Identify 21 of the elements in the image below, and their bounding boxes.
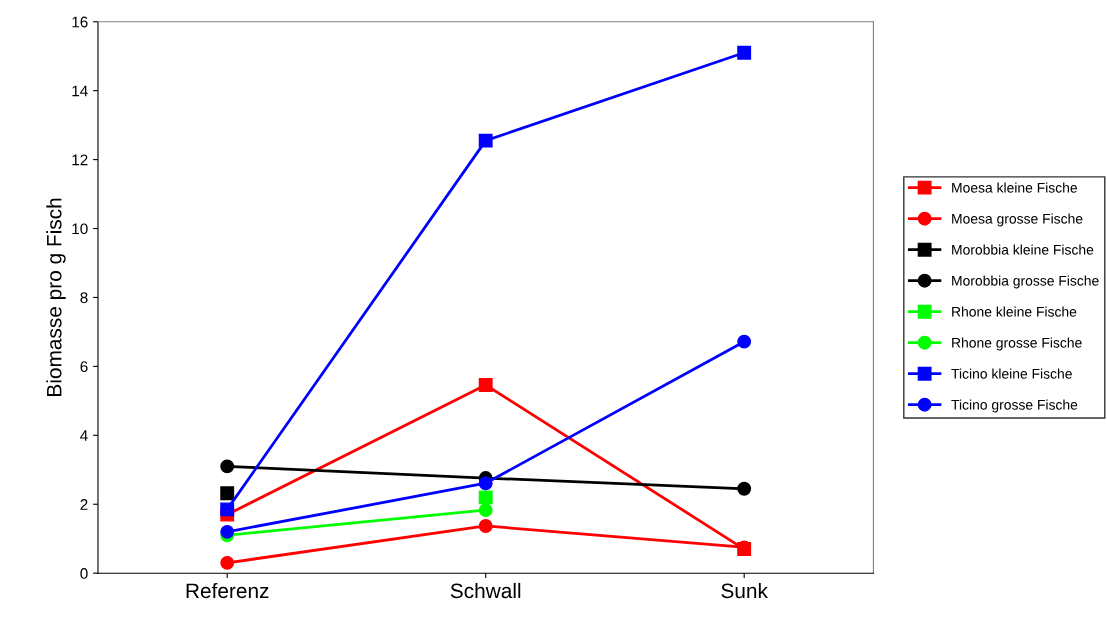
legend-label: Morobbia kleine Fische <box>952 244 1094 255</box>
legend-label: Moesa grosse Fische <box>952 213 1083 227</box>
y-tick-label: 4 <box>80 430 88 441</box>
y-tick-label: 0 <box>80 568 88 579</box>
y-tick-label: 14 <box>72 85 88 97</box>
y-tick-label: 8 <box>80 292 88 304</box>
legend-label: Ticino kleine Fische <box>951 368 1072 379</box>
y-tick-label: 12 <box>72 154 88 166</box>
x-tick-label: Referenz <box>186 582 269 599</box>
legend-label: Moesa kleine Fische <box>952 182 1078 193</box>
y-tick-label: 6 <box>80 361 88 373</box>
y-tick-label: 2 <box>80 499 88 510</box>
x-tick-label: Schwall <box>450 582 521 599</box>
y-axis-title: Biomasse pro g Fisch <box>46 198 66 396</box>
x-tick-label: Sunk <box>721 582 768 599</box>
legend-label: Rhone kleine Fische <box>952 306 1077 317</box>
y-tick-label: 10 <box>72 223 88 235</box>
legend-label: Ticino grosse Fische <box>951 399 1078 413</box>
legend-label: Rhone grosse Fische <box>952 337 1082 351</box>
y-tick-label: 16 <box>72 16 88 28</box>
legend-label: Morobbia grosse Fische <box>952 275 1099 289</box>
